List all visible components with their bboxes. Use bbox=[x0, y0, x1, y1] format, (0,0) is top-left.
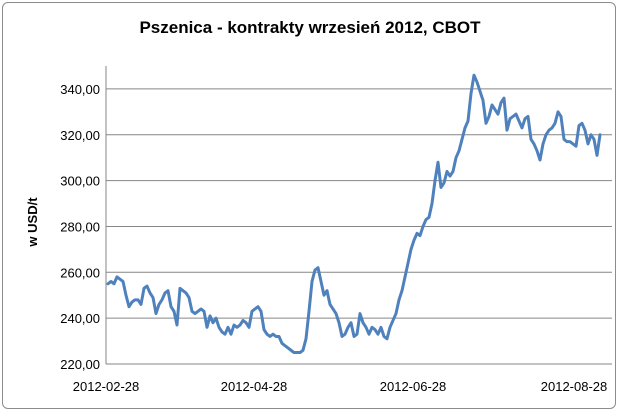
y-tick-label: 220,00 bbox=[60, 357, 100, 372]
y-axis-label: w USD/t bbox=[25, 197, 40, 248]
y-tick-label: 300,00 bbox=[60, 174, 100, 189]
y-tick-label: 320,00 bbox=[60, 128, 100, 143]
x-tick-label: 2012-06-28 bbox=[380, 379, 447, 394]
x-tick-label: 2012-02-28 bbox=[73, 379, 140, 394]
x-tick-label: 2012-04-28 bbox=[221, 379, 288, 394]
x-tick-labels: 2012-02-28 2012-04-28 2012-06-28 2012-08-28 bbox=[73, 379, 608, 394]
y-tick-label: 340,00 bbox=[60, 82, 100, 97]
x-tick-label: 2012-08-28 bbox=[541, 379, 608, 394]
y-tick-labels: 220,00 240,00 260,00 280,00 300,00 320,00 340,… bbox=[60, 82, 100, 372]
y-tick-label: 280,00 bbox=[60, 219, 100, 234]
series-line bbox=[106, 73, 602, 355]
y-tick-label: 260,00 bbox=[60, 265, 100, 280]
chart-frame bbox=[2, 2, 616, 409]
y-tick-label: 240,00 bbox=[60, 311, 100, 326]
chart-title: Pszenica - kontrakty wrzesień 2012, CBOT bbox=[139, 18, 481, 37]
